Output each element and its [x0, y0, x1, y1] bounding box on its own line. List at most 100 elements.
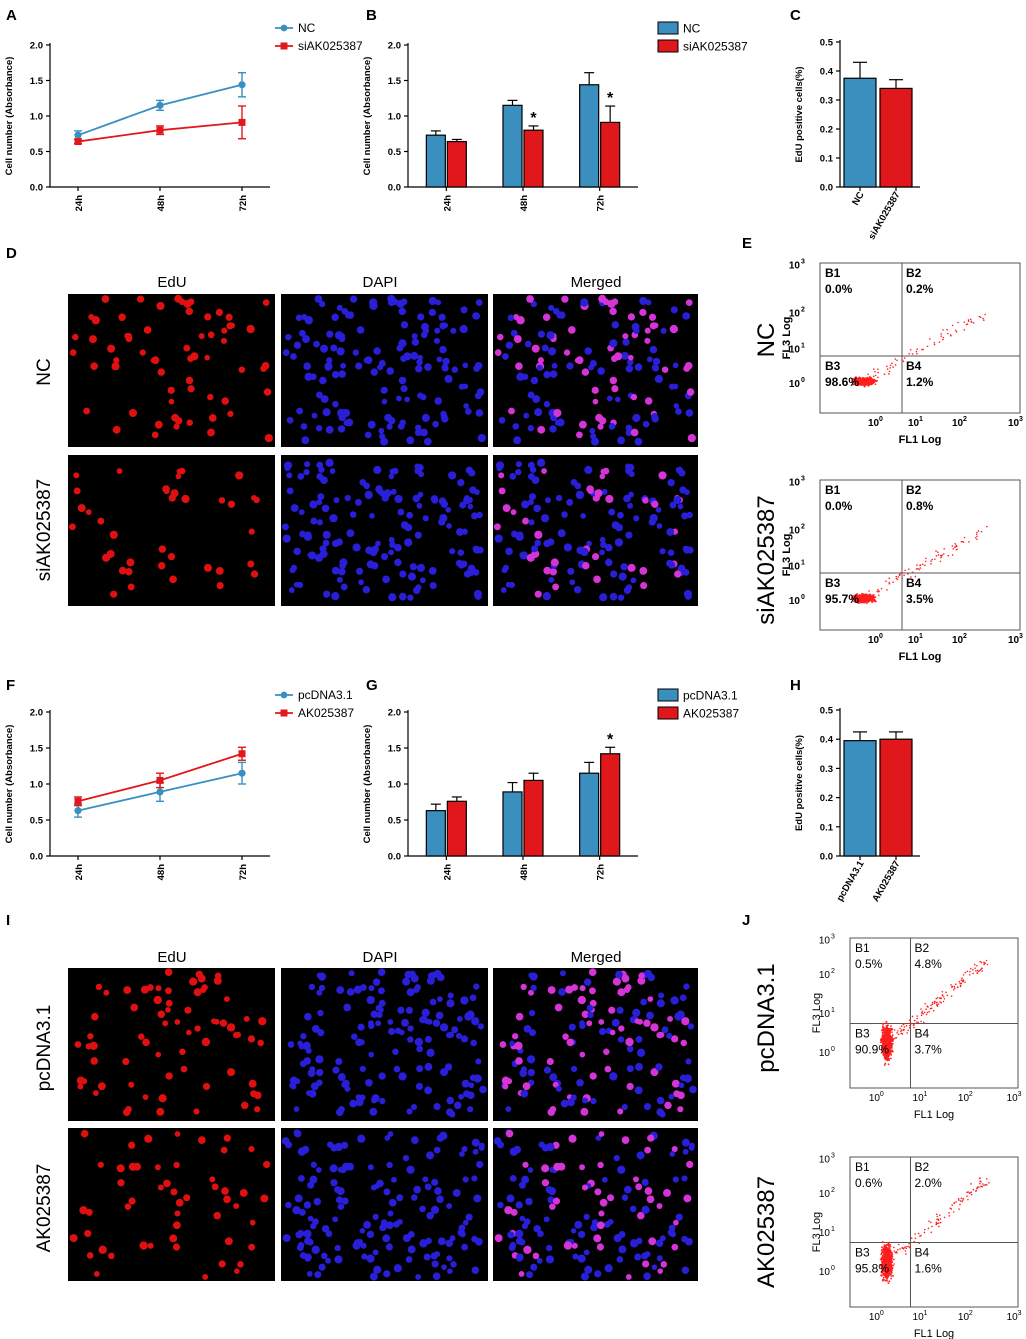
dapi-nucleus	[339, 558, 348, 567]
dapi-nucleus	[315, 425, 323, 432]
flow-e-nc-event	[886, 368, 889, 370]
flow-j-pcdna31-event	[897, 1033, 900, 1036]
flow-e-siak025387-event	[886, 589, 888, 591]
dapi-nucleus	[300, 1033, 307, 1040]
flow-e-siak025387-event	[986, 525, 988, 528]
flow-j-ak025387-event	[889, 1245, 892, 1248]
merged-nucleus	[589, 987, 596, 995]
flow-e-nc-event	[872, 381, 874, 384]
flow-e-nc-event	[926, 345, 929, 348]
chart-f-y-axis-label: Cell number (Absorbance)	[4, 725, 15, 844]
flow-j-pcdna31-quadrant-value: 3.7%	[914, 1043, 942, 1057]
dapi-nucleus	[414, 424, 422, 432]
merged-nucleus	[510, 329, 518, 337]
flow-j-pcdna31-event	[900, 1029, 902, 1031]
chart-a-legend-marker	[280, 42, 288, 50]
merged-nucleus	[532, 1252, 540, 1260]
flow-j-pcdna31-event	[888, 1059, 890, 1062]
flow-e-siak025387-event	[853, 595, 856, 598]
edu-nucleus	[107, 344, 116, 353]
dapi-nucleus	[394, 494, 403, 504]
merged-nucleus	[549, 1105, 557, 1113]
merged-nucleus	[568, 1023, 576, 1031]
flow-j-pcdna31-event	[960, 979, 963, 981]
edu-nucleus	[79, 1206, 88, 1215]
chart-g-significance-star: *	[607, 731, 614, 748]
edu-nucleus	[117, 1179, 125, 1187]
dapi-nucleus	[369, 298, 378, 307]
flow-e-nc-x-axis-label: FL1 Log	[899, 434, 942, 446]
micro-panel-edu-ak025387	[68, 1128, 275, 1281]
dapi-nucleus	[437, 996, 443, 1002]
edu-nucleus	[164, 968, 173, 977]
merged-nucleus	[625, 531, 633, 539]
edu-nucleus	[187, 355, 195, 362]
edu-nucleus	[81, 1078, 88, 1085]
edu-nucleus	[215, 567, 224, 575]
merged-nucleus	[546, 1244, 553, 1252]
flow-e-siak025387-event	[876, 590, 879, 593]
merged-nucleus	[527, 1167, 534, 1173]
merged-nucleus	[532, 395, 541, 404]
flow-j-pcdna31-event	[953, 985, 956, 988]
flow-e-nc-event	[860, 379, 862, 382]
merged-nucleus	[552, 1197, 561, 1205]
flow-e-nc-event	[854, 376, 857, 378]
flow-j-pcdna31-event	[910, 1022, 913, 1025]
edu-nucleus	[185, 376, 194, 385]
chart-b-xtick-label: 48h	[519, 195, 530, 212]
dapi-nucleus	[436, 1134, 444, 1142]
dapi-nucleus	[316, 499, 323, 506]
merged-nucleus	[682, 1148, 689, 1155]
merged-nucleus	[627, 563, 636, 572]
merged-nucleus	[516, 316, 525, 325]
merged-nucleus	[506, 1194, 515, 1203]
dapi-nucleus	[467, 503, 474, 510]
dapi-nucleus	[476, 546, 484, 554]
flow-j-pcdna31-ytick-base: 10	[819, 970, 831, 981]
dapi-nucleus	[318, 1263, 326, 1271]
flow-e-siak025387-event	[872, 593, 875, 596]
merged-nucleus	[632, 413, 641, 422]
edu-nucleus	[128, 408, 138, 418]
dapi-nucleus	[429, 998, 437, 1006]
flow-j-ak025387-event	[884, 1250, 887, 1253]
merged-nucleus	[683, 1194, 692, 1203]
flow-e-nc-event	[902, 360, 905, 363]
chart-g-bar	[523, 779, 544, 857]
dapi-nucleus	[402, 1154, 410, 1162]
flow-e-nc-ytick-base: 10	[789, 345, 801, 356]
flow-j-pcdna31-event	[983, 963, 985, 966]
merged-nucleus	[614, 396, 621, 403]
dapi-nucleus	[322, 539, 330, 547]
chart-h-xtick-label: pcDNA3.1	[835, 858, 867, 903]
dapi-nucleus	[449, 548, 456, 555]
dapi-nucleus	[381, 398, 388, 405]
chart-a-ytick-label: 0.5	[30, 147, 44, 158]
flow-j-ak025387-event	[881, 1268, 883, 1271]
flow-e-nc-frame	[819, 262, 1021, 414]
flow-e-nc-event	[909, 348, 912, 351]
flow-j-ak025387-event	[892, 1274, 895, 1277]
dapi-nucleus	[446, 1096, 455, 1105]
merged-nucleus	[669, 501, 677, 509]
dapi-nucleus	[378, 1072, 386, 1080]
merged-nucleus	[686, 388, 695, 396]
dapi-nucleus	[314, 295, 323, 303]
dapi-nucleus	[285, 333, 292, 341]
edu-nucleus	[167, 386, 175, 394]
merged-nucleus	[644, 337, 651, 344]
flow-j-pcdna31-event	[942, 996, 945, 998]
dapi-nucleus	[426, 1151, 435, 1160]
flow-j-ak025387-event	[881, 1241, 884, 1243]
flow-e-nc-event	[951, 324, 954, 327]
flow-e-nc-event	[874, 374, 877, 377]
dapi-nucleus	[340, 362, 347, 369]
merged-nucleus	[577, 995, 587, 1005]
dapi-nucleus	[346, 311, 355, 319]
edu-nucleus	[213, 1211, 222, 1220]
merged-nucleus	[633, 327, 640, 334]
merged-nucleus	[559, 970, 566, 977]
merged-nucleus	[530, 300, 537, 308]
